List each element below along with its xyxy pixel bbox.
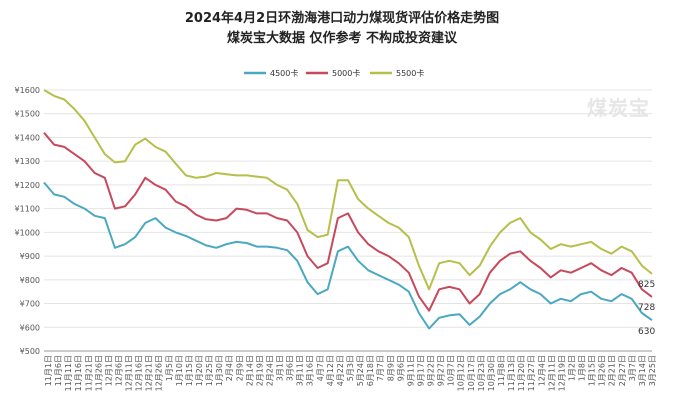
- x-tick-label: 3月25日: [648, 355, 657, 386]
- end-value-label: 825: [638, 280, 655, 290]
- x-tick-label: 2月21日: [608, 355, 617, 386]
- x-tick-label: 1月2日: [567, 355, 576, 381]
- x-tick-label: 11月11日: [64, 355, 73, 391]
- x-tick-label: 11月16日: [74, 355, 83, 391]
- x-tick-label: 3月16日: [306, 355, 315, 386]
- x-tick-label: 11月26日: [94, 355, 103, 391]
- x-tick-label: 11月13日: [507, 355, 516, 391]
- x-tick-label: 1月5日: [165, 355, 174, 381]
- x-tick-label: 12月26日: [155, 355, 164, 391]
- y-tick-label: ¥1000: [15, 228, 40, 237]
- x-tick-label: 12月19日: [557, 355, 566, 391]
- end-value-label: 630: [638, 327, 655, 337]
- legend-label: 5000卡: [332, 68, 360, 78]
- x-tick-label: 12月1日: [104, 355, 113, 386]
- x-tick-label: 10月7日: [447, 355, 456, 386]
- x-tick-label: 12月16日: [135, 355, 144, 391]
- series-line-0: [43, 181, 653, 330]
- x-tick-label: 5月24日: [356, 355, 365, 386]
- x-tick-label: 4月7日: [316, 355, 325, 381]
- x-tick-label: 12月4日: [537, 355, 546, 386]
- legend-label: 5500卡: [396, 68, 424, 78]
- y-tick-label: ¥900: [20, 252, 40, 261]
- x-tick-label: 1月30日: [215, 355, 224, 386]
- x-tick-label: 2月19日: [255, 355, 264, 386]
- x-tick-label: 11月21日: [84, 355, 93, 391]
- x-tick-label: 12月11日: [547, 355, 556, 391]
- y-tick-label: ¥800: [20, 276, 40, 285]
- end-value-label: 728: [638, 303, 655, 313]
- x-tick-label: 8月9日: [386, 355, 395, 381]
- x-tick-label: 10月30日: [487, 355, 496, 391]
- x-tick-label: 2月14日: [245, 355, 254, 386]
- x-tick-label: 1月15日: [185, 355, 194, 386]
- y-tick-label: ¥1300: [15, 157, 40, 166]
- legend-label: 4500卡: [270, 68, 298, 78]
- x-tick-label: 1月25日: [205, 355, 214, 386]
- x-tick-label: 3月11日: [296, 355, 305, 386]
- x-tick-label: 1月26日: [598, 355, 607, 386]
- x-tick-label: 10月23日: [477, 355, 486, 391]
- x-tick-label: 2月9日: [235, 355, 244, 381]
- x-tick-label: 12月21日: [145, 355, 154, 391]
- x-tick-label: 3月1日: [276, 355, 285, 381]
- x-tick-label: 9月6日: [396, 355, 405, 381]
- y-tick-label: ¥1400: [15, 133, 40, 142]
- series-line-1: [43, 132, 653, 312]
- x-tick-label: 2月27日: [618, 355, 627, 386]
- x-tick-label: 3月14日: [638, 355, 647, 386]
- x-tick-label: 1月15日: [588, 355, 597, 386]
- x-tick-label: 9月17日: [416, 355, 425, 386]
- x-tick-label: 11月1日: [44, 355, 53, 386]
- chart-subtitle: 煤炭宝大数据 仅作参考 不构成投资建议: [226, 31, 458, 46]
- x-tick-label: 4月12日: [326, 355, 335, 386]
- x-tick-label: 12月6日: [114, 355, 123, 386]
- y-tick-label: ¥1200: [15, 181, 40, 190]
- watermark-logo: 煤炭宝: [587, 96, 650, 120]
- x-tick-label: 3月6日: [286, 355, 295, 381]
- x-tick-label: 10月12日: [457, 355, 466, 391]
- x-tick-label: 10月17日: [467, 355, 476, 391]
- x-tick-label: 1月8日: [578, 355, 587, 381]
- x-tick-label: 5月3日: [346, 355, 355, 381]
- y-tick-label: ¥1500: [15, 110, 40, 119]
- x-tick-label: 12月11日: [125, 355, 134, 391]
- x-tick-label: 11月20日: [517, 355, 526, 391]
- x-tick-label: 11月6日: [54, 355, 63, 386]
- x-tick-label: 3月7日: [628, 355, 637, 381]
- x-tick-label: 1月20日: [195, 355, 204, 386]
- x-tick-label: 9月11日: [406, 355, 415, 386]
- series-line-2: [43, 89, 653, 291]
- x-tick-label: 7月7日: [376, 355, 385, 381]
- x-tick-label: 4月22日: [336, 355, 345, 386]
- x-tick-label: 2月24日: [265, 355, 274, 386]
- x-tick-label: 1月10日: [175, 355, 184, 386]
- y-tick-label: ¥1100: [15, 205, 40, 214]
- y-tick-label: ¥600: [20, 323, 40, 332]
- x-tick-label: 9月22日: [427, 355, 436, 386]
- y-tick-label: ¥700: [20, 300, 40, 309]
- x-tick-label: 6月18日: [366, 355, 375, 386]
- x-tick-label: 9月27日: [437, 355, 446, 386]
- x-tick-label: 2月4日: [225, 355, 234, 381]
- y-tick-label: ¥500: [20, 347, 40, 356]
- x-tick-label: 11月8日: [497, 355, 506, 386]
- y-tick-label: ¥1600: [15, 86, 40, 95]
- chart-title: 2024年4月2日环渤海港口动力煤现货评估价格走势图: [184, 11, 500, 26]
- x-tick-label: 11月27日: [527, 355, 536, 391]
